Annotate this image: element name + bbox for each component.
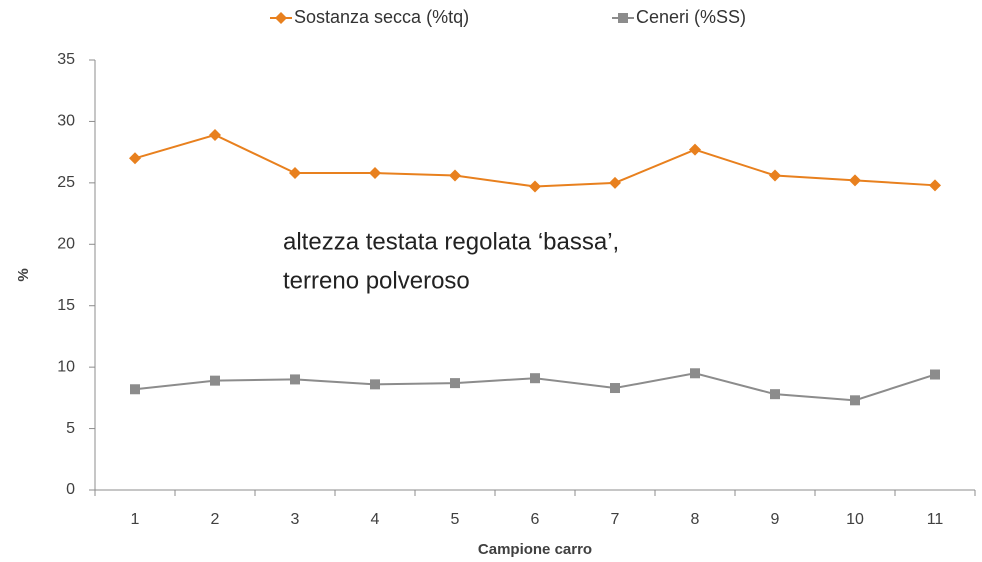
x-axis-label: Campione carro (478, 541, 592, 558)
data-point (129, 152, 141, 165)
data-point (289, 167, 301, 180)
data-point (610, 383, 620, 394)
legend-label: Sostanza secca (%tq) (294, 7, 469, 27)
series-line (134, 133, 936, 188)
y-tick-label: 20 (57, 236, 75, 253)
x-tick-label: 4 (371, 511, 380, 528)
y-tick-label: 35 (57, 51, 75, 68)
data-point (130, 384, 140, 395)
annotation: terreno polveroso (283, 267, 470, 294)
y-tick-label: 0 (66, 481, 75, 498)
data-point (930, 369, 940, 380)
x-tick-label: 8 (691, 511, 700, 528)
data-point (450, 378, 460, 389)
data-point (369, 167, 381, 180)
data-point (210, 375, 220, 386)
x-tick-label: 10 (846, 511, 864, 528)
y-tick-label: 15 (57, 297, 75, 314)
y-tick-label: 10 (57, 358, 75, 375)
x-tick-label: 1 (131, 511, 140, 528)
y-tick-label: 30 (57, 113, 75, 130)
y-axis-label: % (15, 268, 32, 281)
data-point (929, 179, 941, 192)
legend-marker (618, 13, 628, 23)
x-tick-label: 11 (927, 511, 944, 528)
data-point (850, 395, 860, 406)
data-point (609, 176, 621, 189)
data-point (370, 379, 380, 390)
data-point (770, 389, 780, 400)
data-point (530, 373, 540, 384)
data-point (849, 174, 861, 187)
y-tick-label: 5 (66, 420, 75, 437)
x-tick-label: 3 (291, 511, 300, 528)
y-tick-label: 25 (57, 174, 75, 191)
x-tick-label: 9 (771, 511, 780, 528)
legend-marker (275, 12, 287, 24)
data-point (769, 169, 781, 182)
x-tick-label: 2 (211, 511, 220, 528)
annotation: altezza testata regolata ‘bassa’, (283, 228, 619, 255)
data-point (449, 169, 461, 182)
data-point (209, 128, 221, 141)
data-point (689, 143, 701, 156)
legend-label: Ceneri (%SS) (636, 7, 746, 27)
data-point (529, 180, 541, 193)
data-point (690, 368, 700, 379)
x-tick-label: 5 (451, 511, 460, 528)
data-point (290, 374, 300, 385)
x-tick-label: 6 (531, 511, 540, 528)
x-tick-label: 7 (611, 511, 620, 528)
